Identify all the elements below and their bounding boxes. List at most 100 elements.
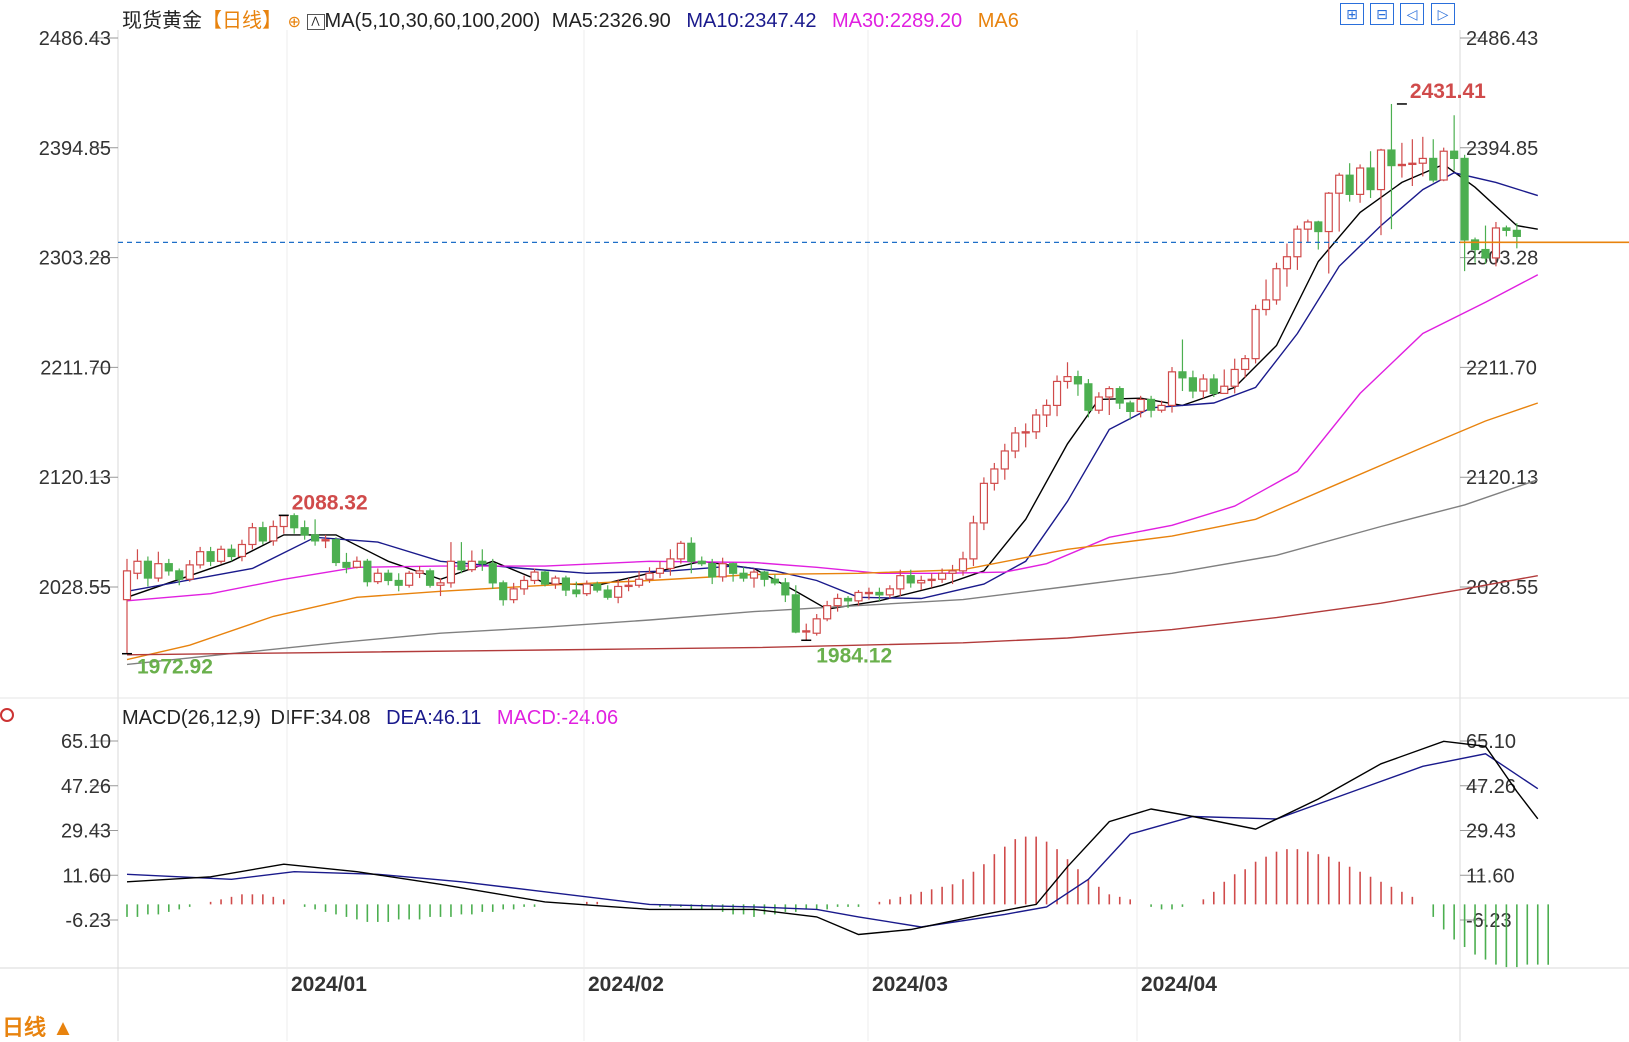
ma30-value: MA30:2289.20 [832, 10, 963, 32]
ma-line-ma10 [126, 172, 1539, 600]
candle-body [1188, 377, 1198, 392]
zoom-in-icon[interactable]: ⊞ [1340, 3, 1364, 25]
candle-body [1042, 404, 1051, 416]
candle-body [1011, 432, 1020, 452]
candle-body [1032, 414, 1041, 433]
candle-body [948, 570, 957, 574]
candle-body [436, 582, 445, 586]
candle-body [1126, 402, 1135, 413]
price-scale-label-left: 2394.85 [39, 138, 111, 160]
candle-body [1366, 167, 1375, 191]
candle-body [300, 527, 309, 536]
candle-body [666, 558, 675, 570]
macd-diff-line [126, 740, 1539, 936]
candle-body [1460, 157, 1469, 241]
candle-body [1073, 376, 1083, 385]
candle-body [781, 582, 790, 596]
zoom-out-icon[interactable]: ⊟ [1370, 3, 1394, 25]
candle-body [1199, 378, 1208, 392]
price-scale-label-left: 2486.43 [39, 28, 111, 50]
macd-dea-line [126, 753, 1539, 928]
candle-body [352, 560, 361, 568]
scroll-left-icon[interactable]: ◁ [1400, 3, 1424, 25]
candle-body [122, 570, 132, 601]
instrument-name[interactable]: 现货黄金 [122, 10, 202, 32]
diff-value: DIFF:34.08 [270, 707, 371, 729]
macd-scale-label-left: -6.23 [65, 910, 111, 932]
candle-body [958, 558, 968, 572]
candle-body [415, 570, 424, 574]
ma-params-label: MA(5,10,30,60,100,200) [324, 10, 541, 32]
scroll-right-icon[interactable]: ▷ [1431, 3, 1455, 25]
candle-body [1512, 229, 1521, 237]
price-scale-label-right: 2486.43 [1466, 28, 1538, 50]
candle-body [614, 585, 623, 598]
period-switch-button[interactable]: 日线 ▲ [2, 1015, 74, 1040]
candle-body [1136, 398, 1145, 413]
macd-scale-label-left: 47.26 [61, 776, 111, 798]
candle-body [1439, 150, 1448, 181]
candle-body [1429, 157, 1438, 181]
pane-settings-icon[interactable] [0, 708, 14, 722]
candle-body [760, 571, 769, 580]
candle-body [927, 578, 936, 582]
ma-settings-icon[interactable]: ⋀ [306, 13, 325, 30]
candle-body [1052, 380, 1062, 407]
date-axis-label: 2024/03 [872, 973, 948, 996]
candle-body [1115, 388, 1124, 404]
candle-body [1397, 163, 1407, 167]
candle-body [728, 563, 738, 574]
candle-body [770, 578, 780, 584]
candle-body [645, 572, 654, 580]
candle-body [384, 572, 393, 582]
candle-body [519, 579, 529, 590]
candle-body [708, 563, 717, 578]
candle-body [593, 583, 602, 591]
candle-body [624, 584, 633, 588]
candle-body [1146, 398, 1156, 411]
candle-body [321, 539, 330, 542]
price-scale-label-left: 2028.55 [39, 577, 111, 599]
candle-body [885, 588, 894, 596]
date-axis-label: 2024/04 [1141, 973, 1217, 996]
candle-body [1345, 174, 1354, 195]
candle-body [394, 579, 403, 586]
candle-body [896, 575, 905, 590]
candle-body [1209, 378, 1218, 395]
candle-body [446, 560, 456, 584]
candle-body [1502, 227, 1511, 231]
candle-body [676, 542, 685, 560]
candle-body [1314, 221, 1323, 233]
candle-body [1251, 308, 1260, 360]
candle-body [363, 560, 372, 583]
candle-body [196, 551, 205, 566]
macd-scale-label-left: 29.43 [61, 821, 111, 843]
candle-body [509, 588, 518, 601]
candle-body [290, 515, 299, 529]
candle-body [802, 630, 811, 633]
candle-body [457, 560, 466, 571]
period-label[interactable]: 【日线】 [202, 10, 282, 32]
candle-body [979, 482, 989, 524]
candle-body [467, 560, 476, 571]
ma-line-ma60 [126, 402, 1539, 661]
candle-body [1282, 256, 1292, 270]
candle-body [237, 543, 247, 558]
macd-params-label: MACD(26,12,9) [122, 707, 261, 729]
candle-body [969, 522, 978, 560]
candle-body [1450, 150, 1459, 160]
date-axis-label: 2024/01 [291, 973, 367, 996]
macd-value: MACD:-24.06 [496, 707, 619, 729]
candle-body [1418, 157, 1427, 164]
candle-body [718, 563, 727, 578]
candle-body [1376, 149, 1386, 191]
candle-body [1272, 268, 1281, 301]
crosshair-icon[interactable]: ⊕ [287, 14, 301, 31]
candle-body [572, 589, 581, 595]
candle-body [1303, 221, 1312, 230]
candle-body [791, 594, 800, 633]
candle-body [697, 560, 706, 565]
candle-body [687, 542, 696, 562]
candle-body [164, 563, 173, 572]
